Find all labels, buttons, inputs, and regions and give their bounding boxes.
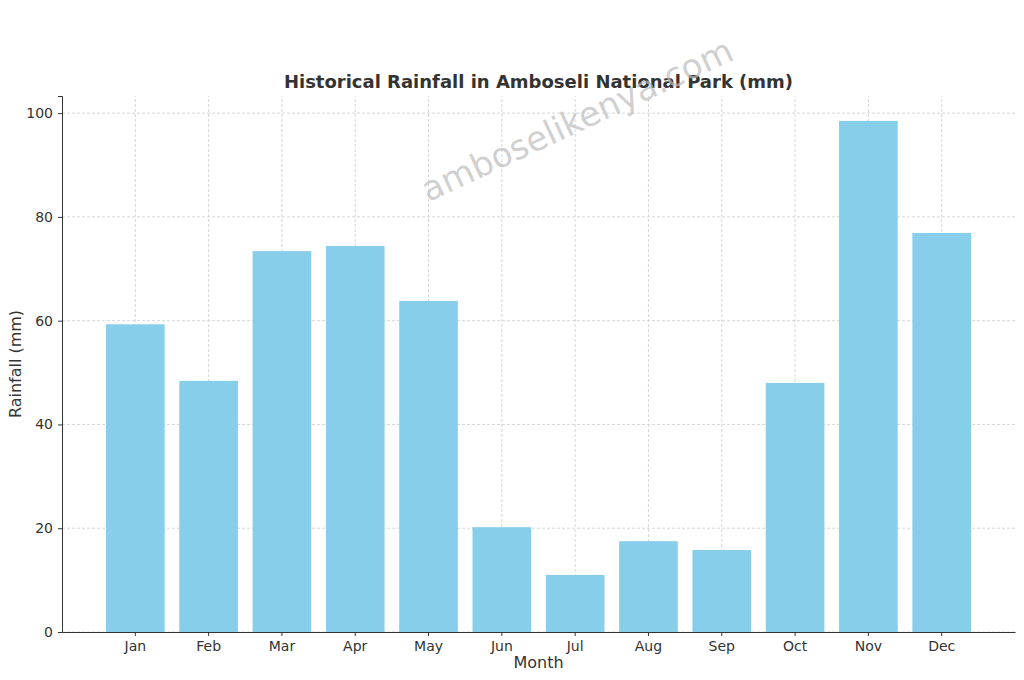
x-tick-mark bbox=[941, 632, 942, 636]
grid-line-x bbox=[575, 96, 576, 632]
y-tick-mark bbox=[58, 217, 62, 218]
x-tick-label: Nov bbox=[855, 638, 882, 654]
y-tick-label: 40 bbox=[35, 416, 53, 432]
y-axis-line bbox=[58, 97, 63, 633]
x-tick-label: Aug bbox=[635, 638, 662, 654]
bar bbox=[253, 251, 312, 632]
x-tick-label: Dec bbox=[928, 638, 955, 654]
bar bbox=[179, 381, 238, 632]
x-tick: Nov bbox=[855, 632, 882, 654]
bar bbox=[912, 233, 971, 632]
y-tick-mark bbox=[58, 528, 62, 529]
bar bbox=[766, 383, 825, 632]
x-tick-mark bbox=[648, 632, 649, 636]
x-tick-mark bbox=[135, 632, 136, 636]
y-tick-mark bbox=[58, 424, 62, 425]
x-tick-mark bbox=[795, 632, 796, 636]
bar bbox=[473, 527, 532, 632]
y-axis-title: Rainfall (mm) bbox=[6, 310, 25, 418]
y-tick-label: 0 bbox=[44, 624, 53, 640]
y-tick-label: 60 bbox=[35, 313, 53, 329]
y-tick-mark bbox=[58, 321, 62, 322]
x-tick: Dec bbox=[928, 632, 955, 654]
x-tick-label: Sep bbox=[709, 638, 736, 654]
y-tick-mark bbox=[58, 632, 62, 633]
bar bbox=[399, 301, 458, 632]
x-tick-label: Feb bbox=[196, 638, 221, 654]
bar bbox=[619, 541, 678, 632]
x-tick-label: Apr bbox=[343, 638, 367, 654]
watermark: amboselikenya.com bbox=[415, 30, 739, 210]
y-tick: 60 bbox=[35, 313, 62, 329]
x-tick-label: Jan bbox=[124, 638, 147, 654]
y-tick: 100 bbox=[26, 105, 62, 121]
x-axis: Jan Feb Mar Apr May Jun Jul Aug Sep Oct Nov Dec bbox=[63, 632, 1016, 654]
y-tick: 80 bbox=[35, 209, 62, 225]
bars bbox=[106, 121, 971, 632]
y-tick: 40 bbox=[35, 416, 62, 432]
y-tick: 0 bbox=[44, 624, 62, 640]
x-tick-mark bbox=[868, 632, 869, 636]
y-tick-label: 100 bbox=[26, 105, 53, 121]
y-tick-label: 20 bbox=[35, 520, 53, 536]
x-tick-mark bbox=[501, 632, 502, 636]
x-tick-mark bbox=[355, 632, 356, 636]
x-tick-mark bbox=[575, 632, 576, 636]
grid bbox=[62, 96, 1015, 632]
x-tick: Oct bbox=[783, 632, 808, 654]
x-tick: Jul bbox=[566, 632, 584, 654]
x-tick-mark bbox=[721, 632, 722, 636]
bar bbox=[839, 121, 898, 632]
x-tick: Jan bbox=[124, 632, 147, 654]
x-axis-title: Month bbox=[513, 653, 563, 672]
x-tick-label: Oct bbox=[783, 638, 808, 654]
bar bbox=[326, 246, 385, 632]
bar bbox=[546, 575, 605, 632]
x-tick: Aug bbox=[635, 632, 662, 654]
x-tick-label: May bbox=[414, 638, 443, 654]
y-tick-mark bbox=[58, 113, 62, 114]
x-axis-line bbox=[63, 632, 1016, 633]
x-tick: Sep bbox=[709, 632, 736, 654]
x-tick-mark bbox=[428, 632, 429, 636]
x-tick: Mar bbox=[269, 632, 296, 654]
x-tick-label: Jun bbox=[490, 638, 513, 654]
x-tick-mark bbox=[281, 632, 282, 636]
bar bbox=[106, 324, 165, 632]
bar bbox=[692, 550, 751, 632]
chart: 0 20 40 60 80 100 Jan Feb Mar Apr May Jun Jul Aug Sep O… bbox=[0, 0, 1024, 680]
y-axis: 0 20 40 60 80 100 bbox=[26, 97, 62, 640]
x-tick-label: Mar bbox=[269, 638, 296, 654]
x-tick: May bbox=[414, 632, 443, 654]
y-tick: 20 bbox=[35, 520, 62, 536]
grid-line-y bbox=[62, 113, 1015, 114]
y-tick-label: 80 bbox=[35, 209, 53, 225]
x-tick: Feb bbox=[196, 632, 221, 654]
x-tick: Apr bbox=[343, 632, 367, 654]
x-tick-mark bbox=[208, 632, 209, 636]
x-tick-label: Jul bbox=[566, 638, 584, 654]
x-tick: Jun bbox=[490, 632, 513, 654]
